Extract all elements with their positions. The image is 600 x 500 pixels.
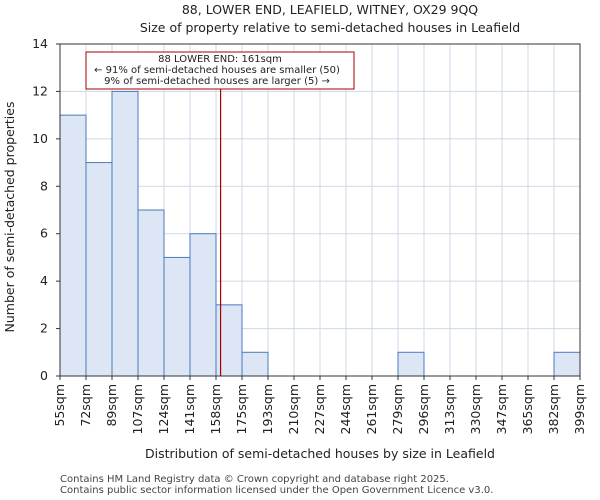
x-tick-label: 347sqm	[494, 384, 509, 434]
x-axis-label: Distribution of semi-detached houses by …	[145, 446, 495, 461]
x-axis-ticks: 55sqm 72sqm 89sqm 107sqm 124sqm 141sqm 158sqm 1…	[52, 376, 587, 434]
x-tick-label: 55sqm	[52, 384, 67, 427]
x-tick-label: 244sqm	[338, 384, 353, 434]
bars-group	[59, 90, 581, 377]
bar-55sqm	[59, 114, 87, 377]
y-tick-label: 10	[32, 131, 48, 146]
bar-124sqm	[163, 256, 191, 377]
bar-279sqm	[397, 351, 425, 377]
y-axis-ticks: 0 2 4 6 8 10 12 14	[32, 36, 60, 383]
y-tick-label: 14	[32, 36, 48, 51]
y-tick-label: 0	[40, 368, 48, 383]
x-tick-label: 279sqm	[390, 384, 405, 434]
bar-72sqm	[85, 162, 113, 377]
chart-title: 88, LOWER END, LEAFIELD, WITNEY, OX29 9Q…	[182, 2, 478, 17]
x-tick-label: 107sqm	[130, 384, 145, 434]
x-tick-label: 382sqm	[546, 384, 561, 434]
x-tick-label: 210sqm	[286, 384, 301, 434]
x-tick-label: 158sqm	[208, 384, 223, 434]
chart-subtitle: Size of property relative to semi-detach…	[140, 20, 520, 35]
x-tick-label: 89sqm	[104, 384, 119, 427]
y-tick-label: 4	[40, 273, 48, 288]
x-tick-label: 124sqm	[156, 384, 171, 434]
x-tick-label: 227sqm	[312, 384, 327, 434]
annotation-line-2: ← 91% of semi-detached houses are smalle…	[94, 65, 340, 76]
bar-175sqm	[241, 351, 269, 377]
bar-382sqm	[553, 351, 581, 377]
annotation-line-3: 9% of semi-detached houses are larger (5…	[104, 76, 330, 87]
y-tick-label: 8	[40, 178, 48, 193]
x-tick-label: 261sqm	[364, 384, 379, 434]
x-tick-label: 141sqm	[182, 384, 197, 434]
footer-line-1: Contains HM Land Registry data © Crown c…	[60, 474, 449, 485]
y-tick-label: 12	[32, 83, 48, 98]
x-tick-label: 399sqm	[572, 384, 587, 434]
x-tick-label: 330sqm	[468, 384, 483, 434]
annotation-line-1: 88 LOWER END: 161sqm	[158, 54, 282, 65]
bar-89sqm	[111, 90, 139, 377]
bar-141sqm	[189, 233, 217, 377]
x-tick-label: 175sqm	[234, 384, 249, 434]
bar-107sqm	[137, 209, 165, 377]
bar-158sqm	[215, 304, 243, 377]
annotation-box	[85, 51, 355, 90]
x-tick-label: 72sqm	[78, 384, 93, 427]
x-tick-label: 296sqm	[416, 384, 431, 434]
y-tick-label: 6	[40, 226, 48, 241]
x-tick-label: 313sqm	[442, 384, 457, 434]
grid-lines	[60, 43, 580, 377]
y-tick-label: 2	[40, 321, 48, 336]
x-tick-label: 365sqm	[520, 384, 535, 434]
footer-line-2: Contains public sector information licen…	[60, 485, 494, 496]
y-axis-label: Number of semi-detached properties	[2, 102, 17, 333]
x-tick-label: 193sqm	[260, 384, 275, 434]
